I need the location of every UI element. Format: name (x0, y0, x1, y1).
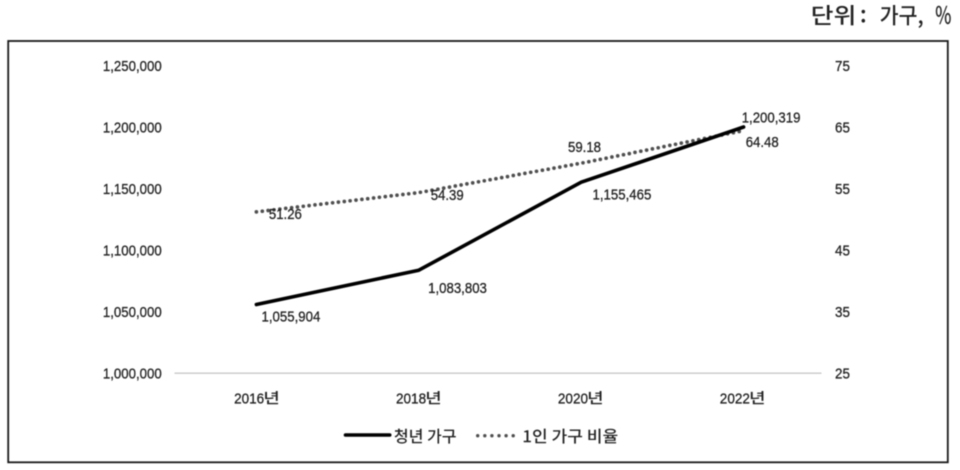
svg-text:1,250,000: 1,250,000 (103, 58, 162, 75)
svg-text:35: 35 (835, 304, 850, 321)
svg-text:1,055,904: 1,055,904 (262, 309, 321, 326)
svg-text:2020: 2020 (558, 391, 588, 408)
svg-text:51.26: 51.26 (269, 206, 302, 223)
svg-text:1,000,000: 1,000,000 (103, 365, 162, 382)
svg-text:1,200,319: 1,200,319 (742, 110, 801, 127)
svg-text:2022: 2022 (720, 391, 750, 408)
svg-text:1,155,465: 1,155,465 (593, 187, 652, 204)
svg-text:2018: 2018 (396, 391, 426, 408)
svg-text:1,150,000: 1,150,000 (103, 181, 162, 198)
svg-text:1,200,000: 1,200,000 (103, 120, 162, 137)
svg-text:55: 55 (835, 181, 850, 198)
svg-text:1,083,803: 1,083,803 (428, 280, 487, 297)
svg-text:75: 75 (835, 58, 850, 75)
svg-text:1,050,000: 1,050,000 (103, 304, 162, 321)
svg-text:65: 65 (835, 120, 850, 137)
svg-text:25: 25 (835, 365, 850, 382)
svg-text:54.39: 54.39 (431, 187, 464, 204)
svg-text:59.18: 59.18 (568, 139, 601, 156)
svg-text:2016: 2016 (234, 391, 264, 408)
svg-text:64.48: 64.48 (746, 134, 779, 151)
svg-text:45: 45 (835, 243, 850, 260)
svg-text:1,100,000: 1,100,000 (103, 243, 162, 260)
